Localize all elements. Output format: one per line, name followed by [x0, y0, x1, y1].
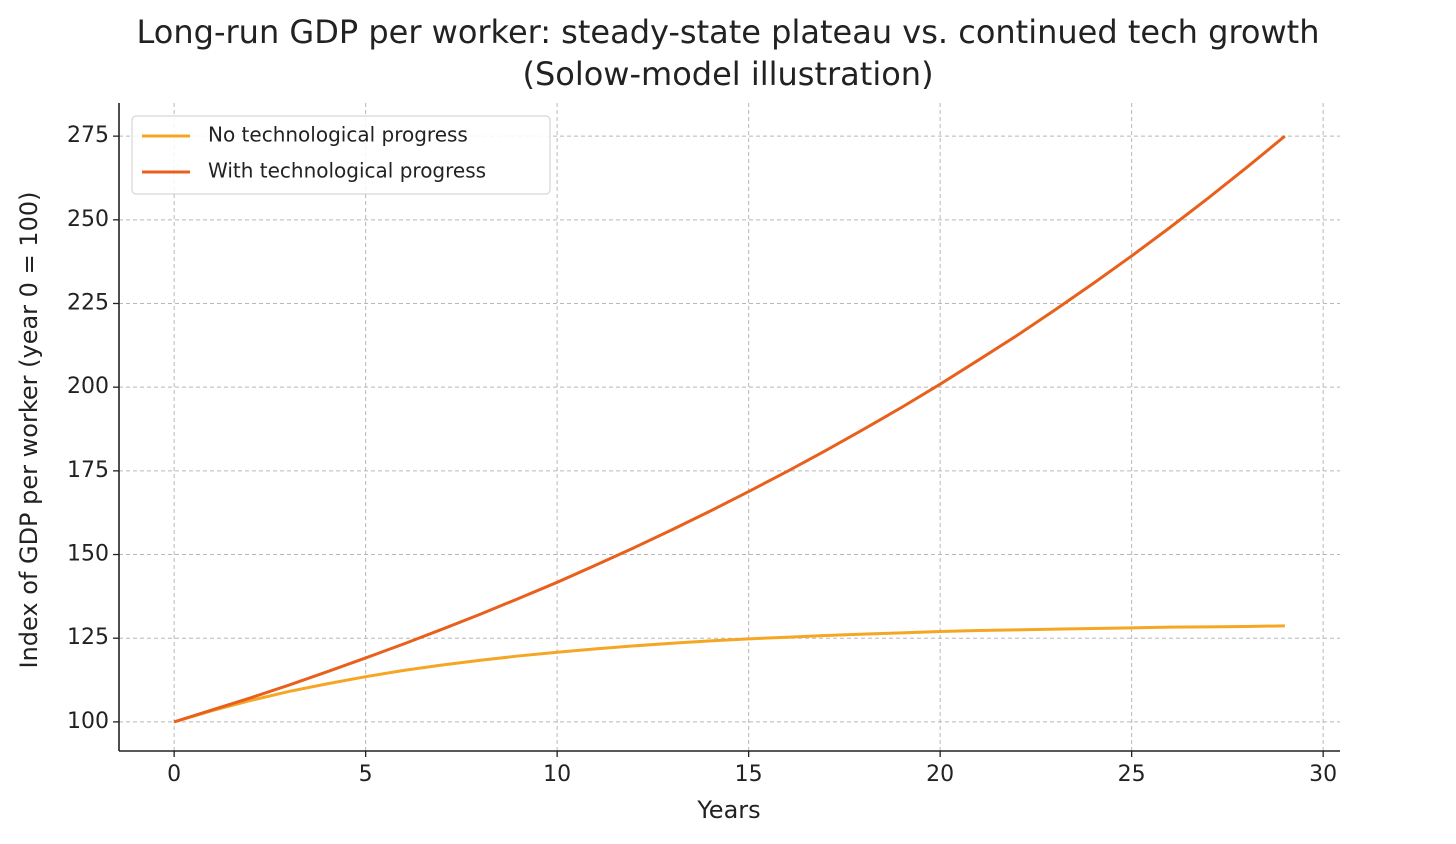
legend-label: With technological progress — [208, 159, 486, 183]
y-tick-label: 250 — [67, 207, 109, 232]
x-tick-label: 0 — [167, 762, 181, 787]
x-tick-label: 15 — [735, 762, 763, 787]
legend-box — [131, 115, 551, 195]
series-line — [173, 624, 1285, 724]
y-tick-label: 175 — [67, 458, 109, 483]
x-tick-label: 10 — [543, 762, 571, 787]
series-line — [173, 134, 1286, 724]
y-axis-label: Index of GDP per worker (year 0 = 100) — [15, 192, 43, 669]
x-tick-label: 5 — [359, 762, 373, 787]
x-axis-label: Years — [696, 796, 760, 824]
y-tick-label: 100 — [67, 709, 109, 734]
x-tick-label: 30 — [1309, 762, 1337, 787]
y-tick-label: 275 — [67, 123, 109, 148]
x-tick-label: 20 — [926, 762, 954, 787]
y-tick-label: 200 — [67, 374, 109, 399]
y-tick-label: 225 — [67, 290, 109, 315]
chart-subtitle: (Solow-model illustration) — [522, 55, 933, 93]
legend-label: No technological progress — [208, 123, 468, 147]
chart-title: Long-run GDP per worker: steady-state pl… — [137, 13, 1320, 51]
y-tick-label: 125 — [67, 625, 109, 650]
y-tick-label: 150 — [67, 542, 109, 567]
legend: No technological progress With technologi… — [131, 115, 551, 195]
x-tick-label: 25 — [1118, 762, 1146, 787]
